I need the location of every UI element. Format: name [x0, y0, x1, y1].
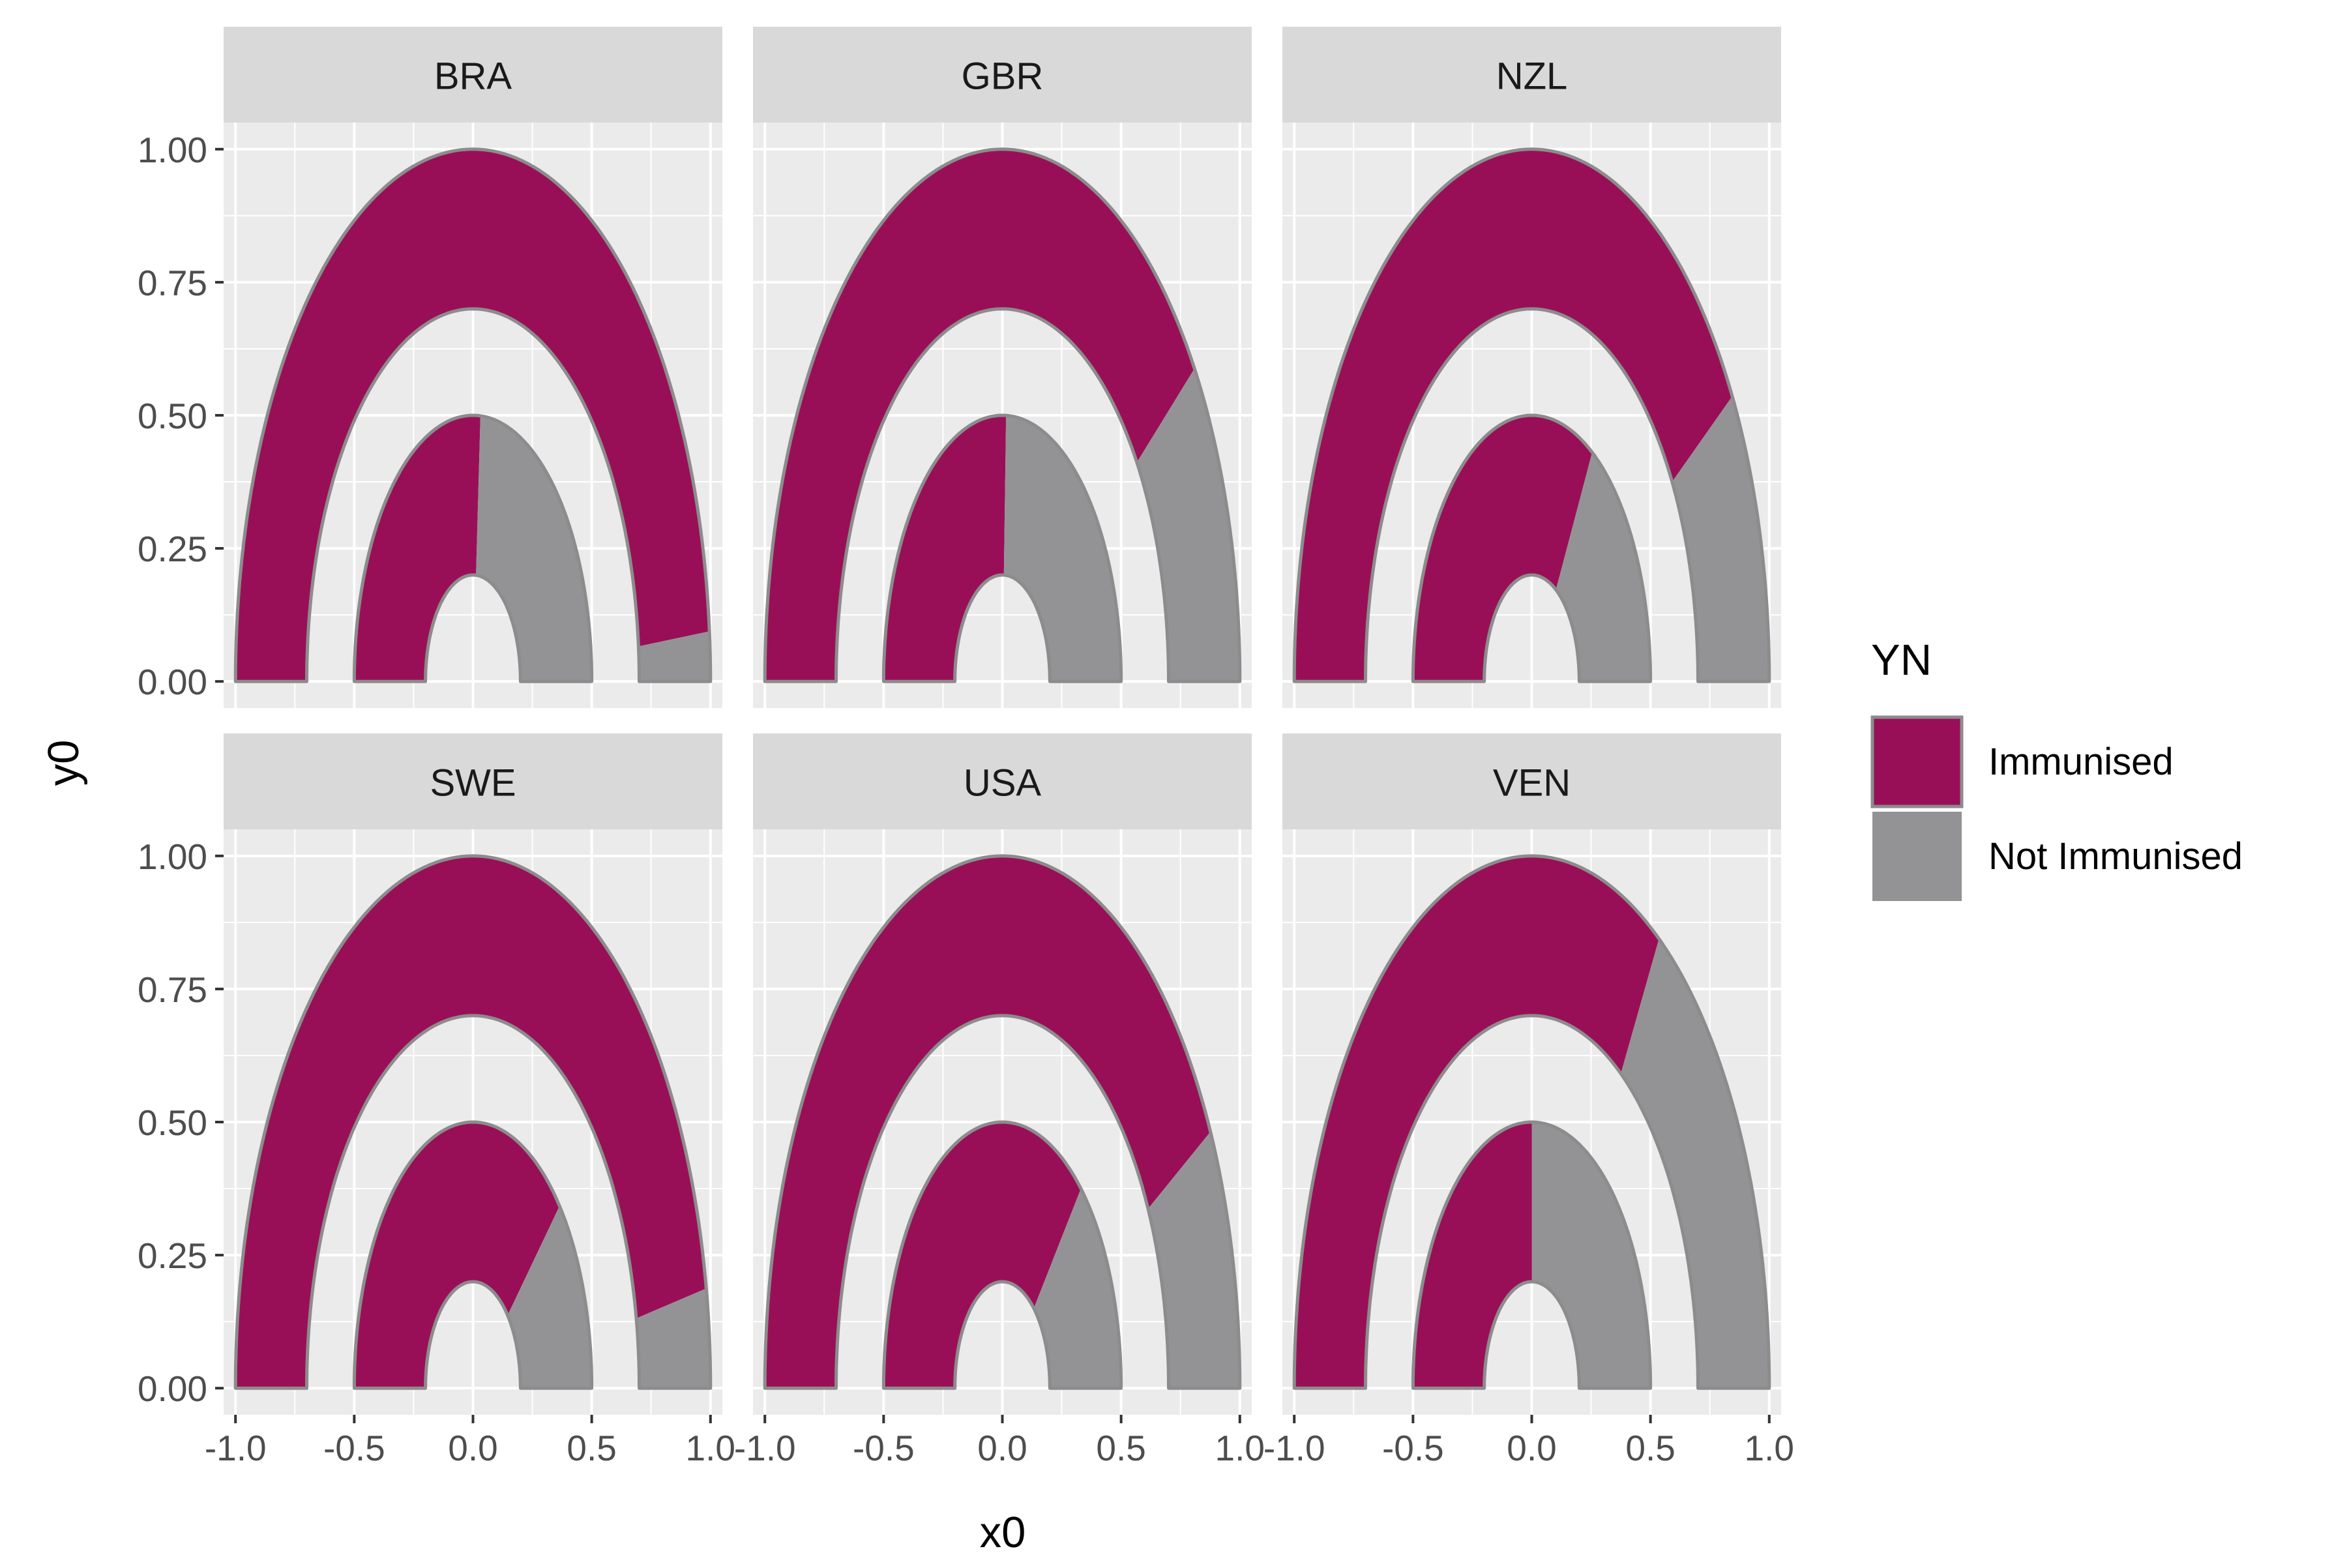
facet-strip-label: SWE [430, 762, 516, 805]
arc-not-immunised [476, 415, 592, 682]
x-tick-label: 0.5 [1625, 1428, 1675, 1468]
x-tick-label: -1.0 [1263, 1428, 1325, 1468]
arc-immunised [883, 415, 1007, 682]
arc-not-immunised [1148, 1131, 1240, 1389]
arc-outline [233, 854, 713, 1390]
arc-outline [1411, 413, 1653, 683]
arc-outline [1292, 147, 1771, 683]
y-tick-label: 0.50 [138, 1102, 207, 1143]
arc-outline [881, 413, 1123, 683]
y-tick-label: 0.75 [138, 263, 207, 303]
y-tick-label: 1.00 [138, 130, 207, 170]
x-tick-label: 0.0 [1507, 1428, 1556, 1468]
y-tick-label: 0.50 [138, 396, 207, 436]
arc-outline [233, 147, 713, 683]
arc-not-immunised [1556, 452, 1651, 682]
x-tick-label: -1.0 [734, 1428, 796, 1468]
arc-outline [352, 1120, 594, 1390]
facet-strip-label: NZL [1496, 55, 1568, 98]
legend-key-immunised [1870, 715, 1964, 808]
y-tick-label: 0.00 [138, 662, 207, 702]
arc-immunised [354, 1122, 560, 1389]
legend-label: Immunised [1988, 741, 2174, 783]
facet-strip [224, 733, 722, 829]
x-tick-label: 0.0 [448, 1428, 497, 1468]
arc-immunised [235, 149, 710, 682]
facet-strip-label: BRA [434, 55, 512, 98]
facet-panel-ven: VEN -1.0 -0.5 0.0 0.5 1.0 [1263, 733, 1794, 1468]
x-tick-label: 1.0 [1215, 1428, 1265, 1468]
x-tick-label: 1.0 [686, 1428, 735, 1468]
facet-panel-bra: BRA 0.00 0.25 0.50 0.75 1.00 [138, 27, 722, 708]
x-tick-label: -0.5 [1382, 1428, 1444, 1468]
x-tick-label: -0.5 [323, 1428, 385, 1468]
x-axis-title: x0 [980, 1508, 1026, 1557]
arc-immunised [765, 855, 1211, 1389]
legend-label: Not Immunised [1988, 835, 2243, 878]
facet-strip [1282, 733, 1781, 829]
facet-strip [224, 27, 722, 123]
arc-not-immunised [1531, 1122, 1651, 1389]
arc-immunised [1294, 149, 1733, 682]
facet-panel-swe: SWE 0.00 0.25 0.50 0.75 1.00 -1.0 -0.5 0.0 0.5 1.0 [138, 733, 735, 1468]
facet-strip-label: GBR [962, 55, 1044, 98]
x-tick-label: -0.5 [853, 1428, 915, 1468]
arc-immunised [235, 855, 707, 1389]
arc-outline [1411, 1120, 1653, 1390]
arc-immunised [883, 1122, 1081, 1389]
facet-panel-nzl: NZL [1282, 27, 1781, 708]
facet-strip-label: USA [964, 762, 1042, 805]
x-tick-label: 0.5 [567, 1428, 616, 1468]
x-tick-label: 0.5 [1096, 1428, 1145, 1468]
facet-panel-gbr: GBR [753, 27, 1252, 708]
arc-immunised [1413, 1122, 1532, 1389]
arc-not-immunised [636, 1288, 711, 1389]
y-tick-label: 0.25 [138, 529, 207, 569]
legend-title: YN [1871, 636, 1932, 685]
facet-panel-usa: USA -1.0 -0.5 0.0 0.5 1.0 [734, 733, 1265, 1468]
arc-outline [1292, 854, 1771, 1390]
y-tick-label: 0.75 [138, 969, 207, 1010]
legend: YN Immunised Not Immunised [1870, 636, 2243, 901]
arc-immunised [1413, 415, 1593, 682]
x-tick-label: -1.0 [205, 1428, 267, 1468]
y-tick-label: 1.00 [138, 836, 207, 877]
arc-not-immunised [1003, 415, 1121, 682]
y-axis-title: y0 [39, 740, 88, 786]
arc-not-immunised [507, 1206, 592, 1389]
arc-immunised [1294, 855, 1659, 1389]
x-tick-label: 0.0 [977, 1428, 1027, 1468]
arc-outline [881, 1120, 1123, 1390]
arc-outline [763, 147, 1242, 683]
arc-not-immunised [638, 631, 711, 682]
arc-not-immunised [1621, 938, 1769, 1389]
arc-outline [352, 413, 594, 683]
y-tick-label: 0.25 [138, 1235, 207, 1276]
legend-key-not-immunised [1872, 812, 1962, 901]
y-tick-label: 0.00 [138, 1368, 207, 1409]
facet-strip [753, 27, 1252, 123]
facet-strip [1282, 27, 1781, 123]
arc-immunised [765, 149, 1195, 682]
facet-strip [753, 733, 1252, 829]
facet-strip-label: VEN [1493, 762, 1571, 805]
x-tick-label: 1.0 [1745, 1428, 1794, 1468]
arc-immunised [354, 415, 480, 682]
arc-outline [763, 854, 1242, 1390]
